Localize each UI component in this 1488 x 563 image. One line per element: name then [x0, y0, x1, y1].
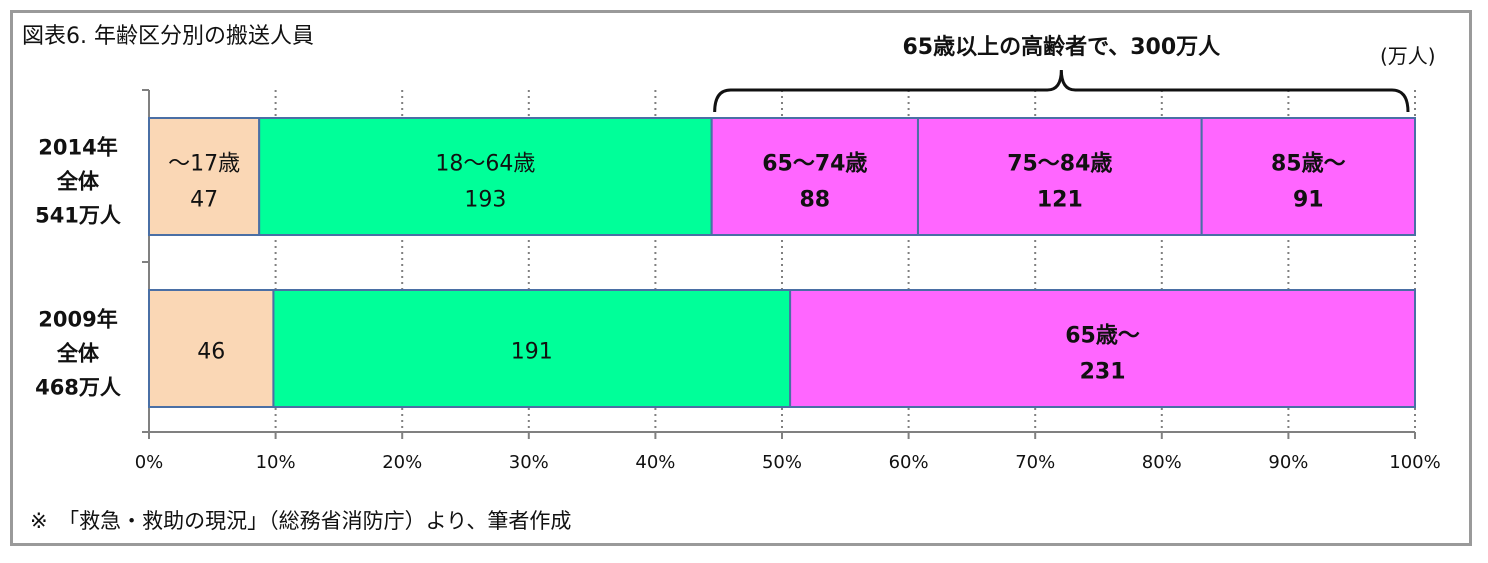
- segment-label: 65～74歳: [762, 152, 867, 177]
- bar-segment: [272, 289, 792, 408]
- segment-label: 75～84歳: [1007, 152, 1112, 177]
- bar-segment: [916, 117, 1203, 236]
- unit-label: (万人): [1380, 44, 1436, 68]
- category-label: 2009年: [38, 308, 117, 332]
- segment-value: 193: [464, 188, 506, 213]
- segment-value: 191: [511, 340, 553, 365]
- segment-label: ～17歳: [168, 152, 240, 177]
- x-tick-label: 90%: [1268, 452, 1308, 473]
- x-tick-label: 20%: [382, 452, 422, 473]
- footnote: ※ 「救急・救助の現況」（総務省消防庁）より、筆者作成: [30, 509, 572, 533]
- x-tick-label: 30%: [509, 452, 549, 473]
- segment-value: 88: [800, 188, 831, 213]
- chart-title: 図表6. 年齢区分別の搬送人員: [22, 24, 314, 49]
- segment-value: 47: [190, 188, 218, 213]
- x-tick-label: 80%: [1142, 452, 1182, 473]
- segment-value: 46: [197, 340, 225, 365]
- segment-value: 91: [1293, 188, 1324, 213]
- category-label: 541万人: [35, 204, 121, 228]
- bar-segment: [148, 117, 261, 236]
- annotation-brace: [713, 69, 1410, 113]
- segment-label: 65歳～: [1065, 324, 1140, 349]
- x-tick-label: 60%: [889, 452, 929, 473]
- segment-value: 231: [1080, 360, 1126, 385]
- bar-segment: [789, 289, 1416, 408]
- x-tick-label: 50%: [762, 452, 802, 473]
- bar-segment: [258, 117, 713, 236]
- category-label: 全体: [56, 342, 100, 366]
- category-label: 468万人: [35, 376, 121, 400]
- chart-frame: [10, 10, 1472, 546]
- bar-segment: [1200, 117, 1416, 236]
- bar-segment: [148, 289, 275, 408]
- segment-label: 85歳～: [1271, 152, 1346, 177]
- x-tick-label: 0%: [135, 452, 164, 473]
- segment-value: 121: [1037, 188, 1083, 213]
- bar-segment: [710, 117, 919, 236]
- x-tick-label: 70%: [1015, 452, 1055, 473]
- x-tick-label: 40%: [635, 452, 675, 473]
- category-label: 全体: [56, 170, 100, 194]
- category-label: 2014年: [38, 136, 117, 160]
- annotation-label: 65歳以上の高齢者で、300万人: [902, 34, 1220, 60]
- x-tick-label: 100%: [1389, 452, 1440, 473]
- segment-label: 18～64歳: [435, 152, 535, 177]
- x-tick-label: 10%: [256, 452, 296, 473]
